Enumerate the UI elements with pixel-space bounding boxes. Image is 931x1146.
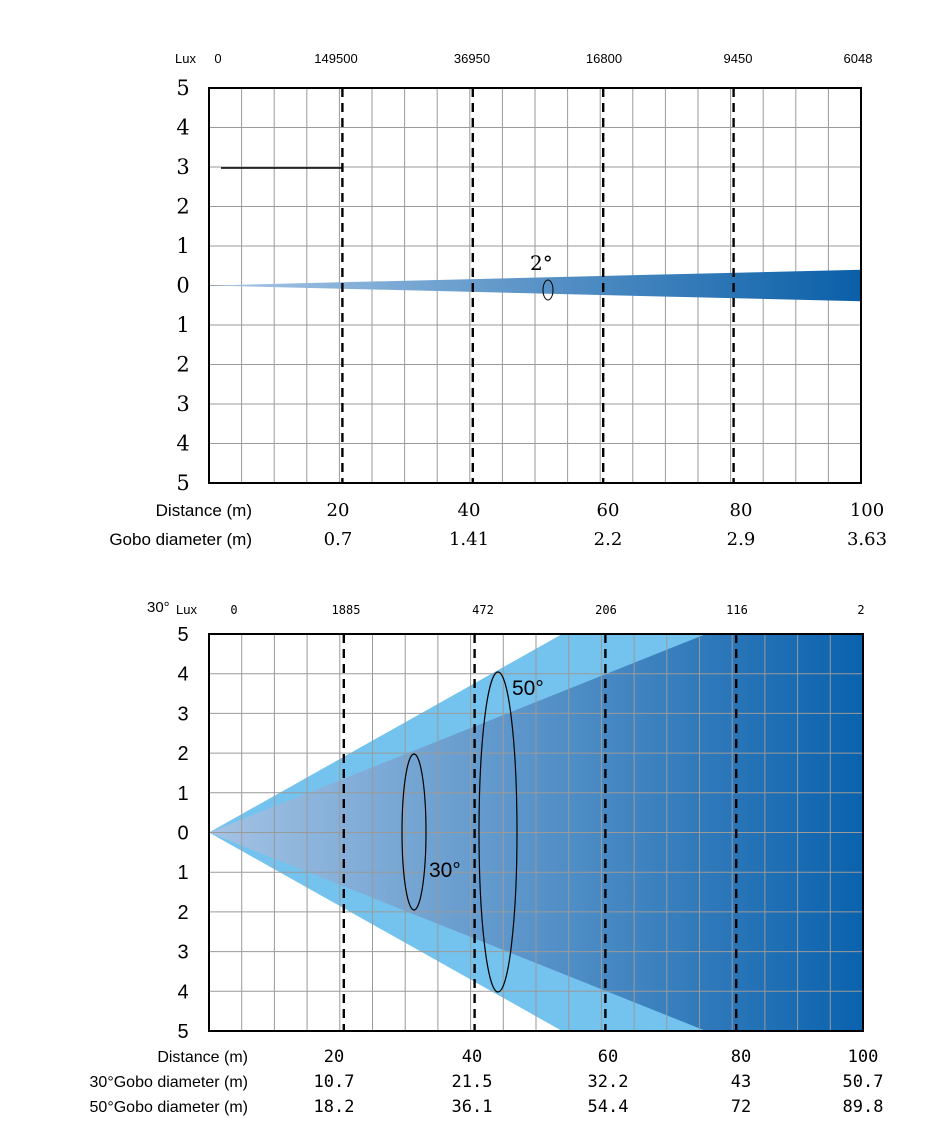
row-value: 40	[458, 500, 481, 521]
y-tick-label: 1	[177, 862, 188, 884]
y-tick-label: 0	[176, 274, 189, 298]
row-label-text: Distance (m)	[156, 501, 252, 520]
row-label-text: Gobo diameter (m)	[109, 530, 252, 549]
y-tick-label: 4	[176, 116, 189, 140]
y-tick-labels: 5 4 3 2 1 0 1 2 3 4 5	[177, 624, 188, 1043]
y-tick-label: 1	[177, 783, 188, 805]
row-values: 20 40 60 80 100 10.7 21.5 32.2 43 50.7 18.2 36.1 54.…	[314, 1047, 884, 1117]
lux-value: 0	[214, 51, 221, 66]
y-tick-label: 5	[177, 624, 188, 646]
row-label: 50°Gobo diameter (m)	[90, 1099, 248, 1116]
lux-value: 472	[472, 603, 494, 617]
y-tick-label: 5	[176, 471, 189, 495]
chart-30-50-degree: 30° Lux 0 1885 472 206 116 2 54321012345…	[90, 599, 884, 1117]
dashed-markers	[342, 634, 738, 1031]
row-value: 100	[850, 500, 884, 521]
row-label: Distance (m)	[157, 1049, 248, 1066]
lux-value: 2	[857, 603, 864, 617]
y-tick-label: 2	[176, 353, 189, 377]
row-value: 80	[731, 1047, 751, 1067]
row-value: 20	[327, 500, 350, 521]
lux-value: 16800	[586, 51, 622, 66]
lux-value: 149500	[314, 51, 357, 66]
lux-value: 206	[595, 603, 617, 617]
row-label-text: 50°Gobo diameter (m)	[90, 1099, 248, 1116]
y-tick-label: 2	[176, 195, 189, 219]
ellipse-50	[478, 671, 518, 993]
angle-prefix: 30°	[147, 599, 170, 616]
row-label: 30°Gobo diameter (m)	[90, 1074, 248, 1091]
y-tick-label: 1	[176, 234, 189, 258]
y-tick-label: 4	[177, 664, 188, 686]
row-value: 2.2	[594, 529, 623, 550]
beam-area	[209, 269, 861, 302]
row-value: 32.2	[588, 1072, 629, 1092]
y-tick-label: 3	[177, 703, 188, 725]
ellipse-30	[401, 753, 427, 911]
beam-ellipse	[542, 279, 554, 301]
row-value: 2.9	[727, 529, 756, 550]
y-tick-label: 3	[176, 392, 189, 416]
row-label: Gobo diameter (m)	[109, 530, 252, 549]
row-value: 0.7	[324, 529, 353, 550]
y-tick-label: 0	[177, 823, 188, 845]
y-tick-label: 1	[176, 313, 189, 337]
row-value: 89.8	[843, 1097, 884, 1117]
grid	[209, 634, 863, 1031]
row-value: 60	[598, 1047, 618, 1067]
lux-label: Lux	[176, 602, 197, 617]
lux-value: 6048	[844, 51, 873, 66]
row-value: 100	[848, 1047, 879, 1067]
row-value: 21.5	[452, 1072, 493, 1092]
dashed-markers	[341, 88, 735, 483]
annotation-50: 50°	[512, 677, 544, 700]
lux-value: 0	[230, 603, 237, 617]
lux-value: 1885	[332, 603, 361, 617]
plot-frame	[208, 633, 864, 1032]
y-tick-labels: 5 4 3 2 1 0 1 2 3 4 5	[176, 76, 189, 495]
y-tick-label: 2	[177, 743, 188, 765]
lux-label: Lux	[175, 51, 196, 66]
annotation-30: 30°	[429, 859, 461, 882]
row-label-text: Distance (m)	[157, 1049, 248, 1066]
lux-value: 116	[726, 603, 748, 617]
lux-value: 9450	[724, 51, 753, 66]
y-tick-label: 4	[176, 432, 189, 456]
row-value: 60	[597, 500, 620, 521]
y-tick-label: 4	[177, 981, 188, 1003]
row-value: 80	[730, 500, 753, 521]
row-value: 10.7	[314, 1072, 355, 1092]
y-tick-label: 3	[176, 155, 189, 179]
row-value: 36.1	[452, 1097, 493, 1117]
row-value: 50.7	[843, 1072, 884, 1092]
y-tick-label: 3	[177, 942, 188, 964]
row-value: 1.41	[449, 529, 489, 550]
row-value: 72	[731, 1097, 751, 1117]
row-value: 3.63	[847, 529, 887, 550]
chart-2-degree: Lux 0 149500 36950 16800 9450 6048 5 4 3 2 1…	[109, 51, 887, 550]
y-tick-label: 5	[177, 1021, 188, 1043]
row-value: 54.4	[588, 1097, 629, 1117]
beam-angle-label: 2°	[530, 251, 553, 275]
row-label: Distance (m)	[156, 501, 252, 520]
y-tick-label: 5	[176, 76, 189, 100]
plot-frame	[208, 87, 862, 484]
row-values: 20 40 60 80 100 0.7 1.41 2.2 2.9 3.63	[324, 500, 887, 550]
row-label-text: 30°Gobo diameter (m)	[90, 1074, 248, 1091]
lux-value: 36950	[454, 51, 490, 66]
row-value: 43	[731, 1072, 751, 1092]
row-value: 20	[324, 1047, 344, 1067]
y-tick-label: 2	[177, 902, 188, 924]
row-value: 40	[462, 1047, 482, 1067]
beam-2-degree	[209, 269, 861, 302]
row-value: 18.2	[314, 1097, 355, 1117]
